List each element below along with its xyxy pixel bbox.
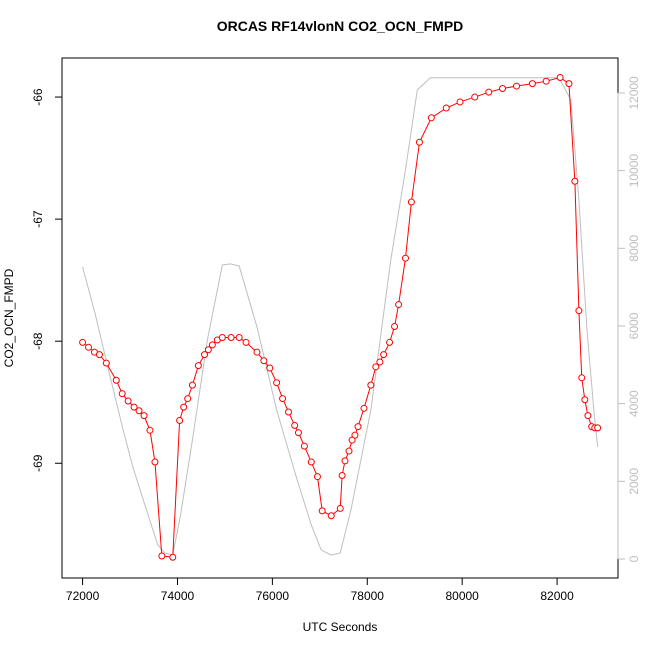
x-tick-label: 72000 [66,589,100,603]
data-point [367,381,375,389]
data-point [184,395,192,403]
x-tick-label: 80000 [445,589,479,603]
data-point [279,395,287,403]
data-point [372,363,380,371]
data-point [338,471,346,479]
data-point [307,458,315,466]
data-point [407,198,415,206]
data-point [180,403,188,411]
x-tick-label: 82000 [540,589,574,603]
data-point [571,177,579,185]
data-point [594,424,602,432]
data-point [528,80,536,88]
data-point [584,412,592,420]
data-point [565,80,573,88]
data-point [158,552,166,560]
data-point [176,417,184,425]
data-point [135,407,143,415]
data-point [227,334,235,342]
x-tick-label: 74000 [161,589,195,603]
data-point [499,85,507,93]
data-point [140,412,148,420]
y2-tick-label: 8000 [627,235,641,262]
data-point [318,507,326,515]
data-point [102,359,110,367]
chart-title: ORCAS RF14vlonN CO2_OCN_FMPD [217,18,464,34]
y-tick-label: -68 [31,332,45,350]
data-point [201,351,209,359]
data-point [513,82,521,90]
data-point [485,88,493,96]
data-point [194,362,202,370]
data-point [124,397,132,405]
data-point [415,138,423,146]
series-line [82,76,598,558]
data-point [235,334,243,342]
data-point [260,357,268,365]
y-tick-label: -67 [31,210,45,228]
y2-tick-label: 0 [627,555,641,562]
data-point [360,404,368,412]
data-point [395,301,403,309]
y-axis-label: CO2_OCN_FMPD [2,268,16,367]
data-point [242,338,250,346]
data-point [556,74,564,82]
data-point [471,93,479,101]
data-point [427,114,435,122]
data-point [300,442,308,450]
series-line [82,77,599,556]
data-point [253,348,261,356]
data-point [542,77,550,85]
data-point [169,553,177,561]
y2-tick-label: 4000 [627,390,641,417]
data-point [285,408,293,416]
data-point [354,423,362,431]
data-point [380,351,388,359]
x-axis-label: UTC Seconds [303,620,378,634]
y2-tick-label: 10000 [627,154,641,188]
plot-frame [61,57,619,579]
data-point [581,396,589,404]
x-tick-label: 76000 [256,589,290,603]
data-point [273,379,281,387]
data-point [266,364,274,372]
data-point [391,323,399,331]
x-tick-label: 78000 [351,589,385,603]
data-point [208,341,216,349]
data-point [146,426,154,434]
data-point [442,104,450,112]
data-point [401,254,409,262]
y-tick-label: -66 [31,88,45,106]
data-point [351,431,359,439]
data-point [151,458,159,466]
data-point [291,421,299,429]
y2-tick-label: 12000 [627,76,641,110]
data-point [578,374,586,382]
data-point [130,403,138,411]
data-point [386,338,394,346]
data-point [345,447,353,455]
y2-tick-label: 2000 [627,468,641,495]
data-point [204,346,212,354]
data-point [575,307,583,315]
data-point [188,381,196,389]
y2-tick-label: 6000 [627,312,641,339]
data-point [376,358,384,366]
data-point [112,376,120,384]
y-tick-label: -69 [31,454,45,472]
data-point [327,512,335,520]
data-point [341,457,349,465]
data-point [218,334,226,342]
data-point [294,429,302,437]
data-point [456,98,464,106]
data-point [79,338,87,346]
data-point [118,390,126,398]
data-point [336,504,344,512]
data-point [313,473,321,481]
data-point [85,343,93,351]
data-point [95,351,103,359]
